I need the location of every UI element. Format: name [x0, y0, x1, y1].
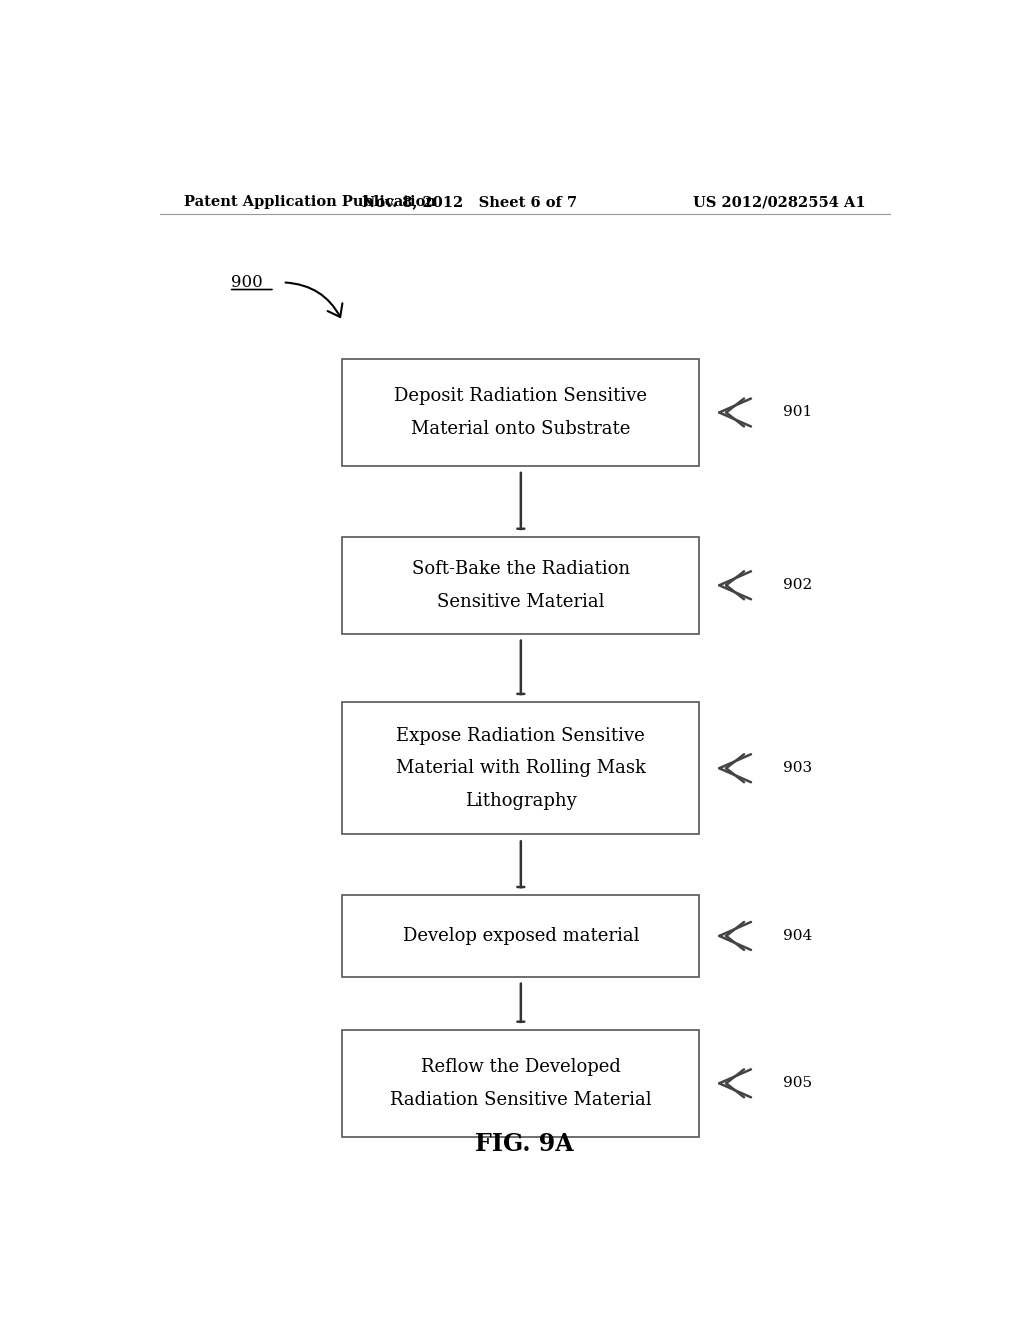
Text: Lithography: Lithography [465, 792, 577, 809]
Text: Material onto Substrate: Material onto Substrate [412, 420, 631, 438]
Text: Sensitive Material: Sensitive Material [437, 593, 604, 611]
Text: 900: 900 [231, 275, 263, 290]
Text: 905: 905 [782, 1076, 812, 1090]
Text: 903: 903 [782, 762, 812, 775]
Text: Patent Application Publication: Patent Application Publication [183, 195, 435, 209]
Bar [342, 702, 699, 834]
Bar [342, 537, 699, 634]
Text: Radiation Sensitive Material: Radiation Sensitive Material [390, 1090, 651, 1109]
Text: 901: 901 [782, 405, 812, 420]
Text: 902: 902 [782, 578, 812, 593]
Text: Expose Radiation Sensitive: Expose Radiation Sensitive [396, 727, 645, 744]
Bar [342, 895, 699, 977]
FancyArrowPatch shape [286, 282, 342, 317]
Text: Material with Rolling Mask: Material with Rolling Mask [396, 759, 646, 777]
Bar [342, 359, 699, 466]
Text: Nov. 8, 2012   Sheet 6 of 7: Nov. 8, 2012 Sheet 6 of 7 [361, 195, 577, 209]
Text: Deposit Radiation Sensitive: Deposit Radiation Sensitive [394, 387, 647, 405]
Bar [342, 1030, 699, 1137]
Text: Reflow the Developed: Reflow the Developed [421, 1059, 621, 1076]
Text: FIG. 9A: FIG. 9A [475, 1133, 574, 1156]
Text: Soft-Bake the Radiation: Soft-Bake the Radiation [412, 560, 630, 578]
Text: US 2012/0282554 A1: US 2012/0282554 A1 [693, 195, 866, 209]
Text: 904: 904 [782, 929, 812, 942]
Text: Develop exposed material: Develop exposed material [402, 927, 639, 945]
